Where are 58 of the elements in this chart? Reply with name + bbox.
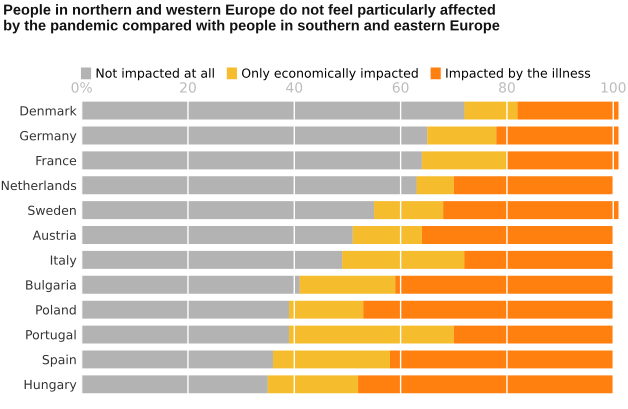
bar — [464, 250, 614, 269]
legend-label: Impacted by the illness — [446, 68, 590, 80]
y-tick-label: Netherlands — [2, 180, 76, 190]
bar — [464, 102, 518, 120]
y-tick-label: Germany — [20, 130, 76, 143]
y-tick-label: Bulgaria — [26, 280, 76, 292]
bar — [416, 176, 454, 194]
bar — [443, 201, 619, 220]
bar — [82, 102, 464, 120]
bar — [454, 176, 614, 194]
bar — [374, 201, 444, 220]
bar — [300, 276, 396, 294]
bar — [358, 375, 614, 394]
x-tick-label: 60 — [392, 82, 409, 93]
bar — [288, 326, 454, 344]
bar — [427, 126, 496, 144]
bar — [422, 151, 507, 170]
bar — [342, 250, 464, 269]
bar — [422, 226, 614, 244]
bar — [268, 375, 358, 394]
bar — [454, 326, 614, 344]
chart-title: People in northern and western Europe do not feel particularly affected by the pandemic compared with people in southern and eastern Europe — [4, 4, 500, 34]
bar — [82, 350, 274, 368]
y-tick-label: Poland — [36, 304, 76, 315]
bar — [82, 126, 428, 144]
bar — [506, 151, 619, 170]
y-tick-label: Austria — [32, 230, 76, 240]
y-tick-label: Portugal — [26, 330, 76, 342]
bar — [395, 276, 614, 294]
bar — [82, 375, 268, 394]
x-tick-label: 100 — [602, 82, 626, 93]
x-tick-label: 20 — [180, 82, 196, 93]
bar — [288, 300, 364, 319]
bar — [352, 226, 422, 244]
legend-label: Only economically impacted — [242, 68, 418, 80]
y-tick-label: Italy — [50, 255, 76, 268]
bar — [82, 226, 353, 244]
bar — [82, 250, 342, 269]
bar — [82, 201, 374, 220]
x-tick-label: 40 — [286, 82, 302, 93]
legend-label: Not impacted at all — [96, 68, 214, 80]
bar — [518, 102, 619, 120]
bar — [496, 126, 619, 144]
bar — [363, 300, 614, 319]
bar — [82, 300, 289, 319]
bar — [82, 151, 422, 170]
y-tick-label: Denmark — [20, 106, 77, 116]
bar — [390, 350, 614, 368]
y-tick-label: Spain — [42, 354, 76, 367]
x-tick-label: 0% — [72, 82, 92, 93]
bar — [82, 326, 289, 344]
bar — [273, 350, 390, 368]
y-tick-label: France — [36, 156, 76, 166]
y-tick-label: Hungary — [24, 380, 76, 392]
x-tick-label: 80 — [499, 82, 515, 93]
y-tick-label: Sweden — [28, 205, 76, 216]
bar — [82, 176, 417, 194]
bar — [82, 276, 300, 294]
